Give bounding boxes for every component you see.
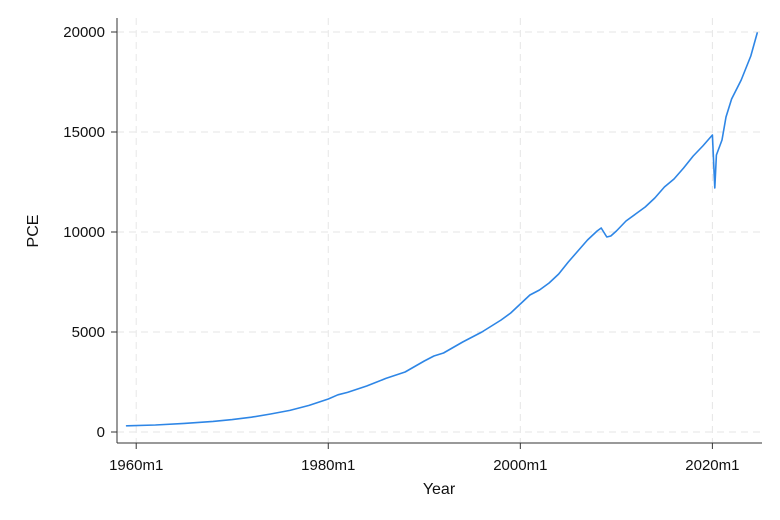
x-tick-label: 1980m1 <box>301 457 355 474</box>
y-tick-label: 0 <box>97 424 105 441</box>
x-tick-label: 2000m1 <box>493 457 547 474</box>
x-tick-label: 1960m1 <box>109 457 163 474</box>
y-tick-label: 10000 <box>63 224 105 241</box>
y-tick-label: 5000 <box>72 324 105 341</box>
axes <box>116 18 762 444</box>
series-layer <box>125 32 758 427</box>
ticks: 1960m1 1980m1 2000m1 2020m1 0 5000 10000 15000 2… <box>63 24 739 474</box>
grid-lines <box>117 18 762 443</box>
x-tick-label: 2020m1 <box>685 457 739 474</box>
y-tick-label: 15000 <box>63 124 105 141</box>
y-axis-title: PCE <box>25 215 42 248</box>
x-axis-title: Year <box>423 481 456 498</box>
series-line <box>125 32 758 427</box>
y-tick-label: 20000 <box>63 24 105 41</box>
